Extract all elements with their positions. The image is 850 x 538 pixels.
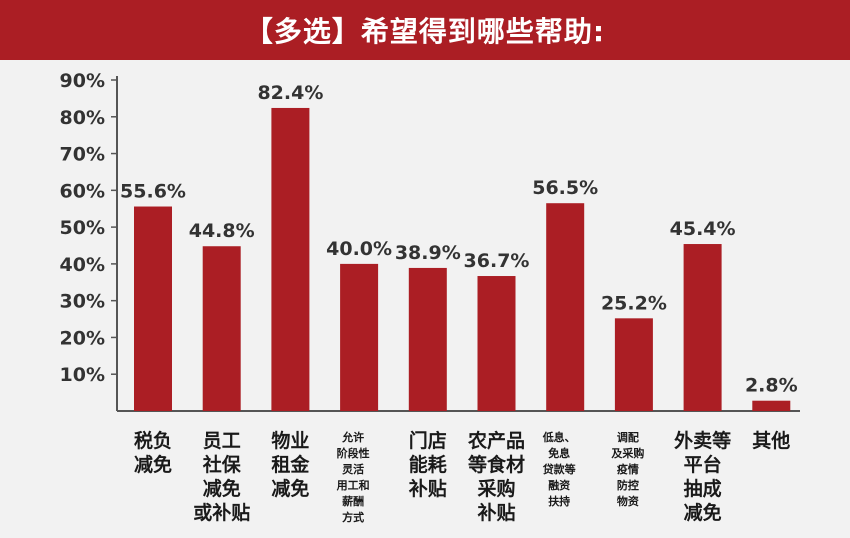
chart-header: 【多选】希望得到哪些帮助:	[0, 0, 850, 60]
chart-title: 【多选】希望得到哪些帮助:	[244, 15, 606, 48]
bar	[683, 244, 722, 411]
y-tick-label: 60%	[60, 180, 105, 202]
bar	[271, 107, 310, 411]
x-category-label: 允许阶段性灵活用工和薪酬方式	[337, 430, 370, 524]
data-label: 38.9%	[395, 242, 461, 264]
x-category-label: 低息、免息贷款等融资扶持	[542, 430, 576, 508]
y-tick-label: 80%	[60, 107, 105, 129]
bar	[408, 267, 447, 411]
x-category-label: 外卖等平台抽成减免	[674, 429, 731, 524]
data-label: 82.4%	[257, 82, 323, 104]
bar	[752, 400, 791, 411]
y-tick-label: 20%	[60, 327, 105, 349]
bar	[477, 276, 516, 411]
y-tick-label: 40%	[60, 254, 105, 276]
x-category-label: 调配及采购疫情防控物资	[611, 430, 644, 508]
bar	[546, 203, 585, 411]
data-label: 25.2%	[601, 292, 667, 314]
x-category-label: 税负减免	[134, 429, 172, 476]
bar	[202, 246, 241, 411]
bar	[340, 263, 379, 411]
y-tick-label: 90%	[60, 70, 105, 92]
y-tick-label: 10%	[60, 364, 105, 386]
data-label: 2.8%	[745, 375, 798, 397]
x-category-label: 农产品等食材采购补贴	[467, 429, 525, 524]
x-category-label: 员工社保减免或补贴	[193, 430, 250, 524]
bar	[614, 318, 653, 411]
bar	[134, 206, 172, 411]
x-category-label: 物业租金减免	[271, 429, 310, 500]
data-label: 44.8%	[189, 220, 255, 242]
data-label: 56.5%	[532, 177, 598, 199]
data-label: 45.4%	[670, 218, 736, 240]
data-label: 40.0%	[326, 238, 392, 260]
x-category-label: 其他	[752, 429, 790, 452]
data-label: 55.6%	[120, 181, 186, 203]
y-tick-label: 50%	[60, 217, 105, 239]
data-label: 36.7%	[464, 250, 530, 272]
y-tick-label: 70%	[60, 144, 105, 166]
y-tick-label: 30%	[60, 291, 105, 313]
x-category-label: 门店能耗补贴	[409, 429, 447, 500]
